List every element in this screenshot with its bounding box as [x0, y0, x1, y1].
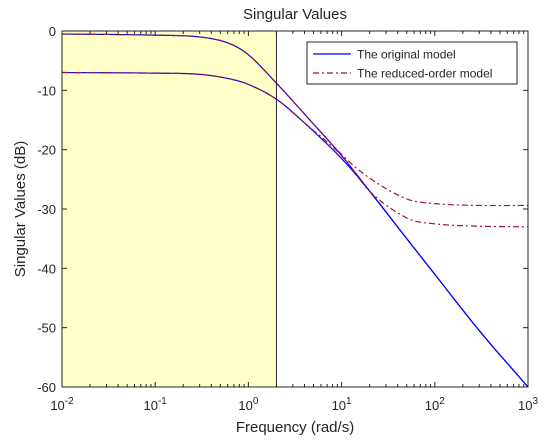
y-tick-label: -60	[37, 380, 56, 395]
highlight-region	[61, 30, 277, 388]
x-tick-label: 10-2	[50, 396, 74, 413]
series-curves	[61, 33, 529, 388]
y-tick-label: -10	[37, 83, 56, 98]
chart-title: Singular Values	[243, 6, 347, 23]
y-axis-label: Singular Values (dB)	[12, 141, 29, 277]
y-tick-label: -50	[37, 321, 56, 336]
legend-entry-label: The reduced-order model	[357, 67, 492, 81]
x-axis-label: Frequency (rad/s)	[236, 419, 354, 436]
y-tick-label: -30	[37, 202, 56, 217]
legend-entry-label: The original model	[357, 48, 456, 62]
x-tick-label: 103	[518, 396, 538, 413]
series-2-curve-2	[61, 71, 529, 228]
x-tick-label: 10-1	[144, 396, 168, 413]
axis-ticks: 10-2 10-1 100 101 102 103 0 -10 -20 -30 -40 -50 -60	[37, 24, 538, 413]
legend-box	[306, 41, 518, 85]
series-2-curve-1	[61, 33, 528, 207]
y-tick-label: -20	[37, 143, 56, 158]
legend: The original model The reduced-order mode…	[306, 41, 518, 85]
y-tick-label: 0	[49, 24, 56, 39]
x-tick-label: 101	[332, 396, 352, 413]
y-tick-label: -40	[37, 261, 56, 276]
x-tick-label: 100	[238, 396, 258, 413]
x-tick-label: 102	[425, 396, 445, 413]
